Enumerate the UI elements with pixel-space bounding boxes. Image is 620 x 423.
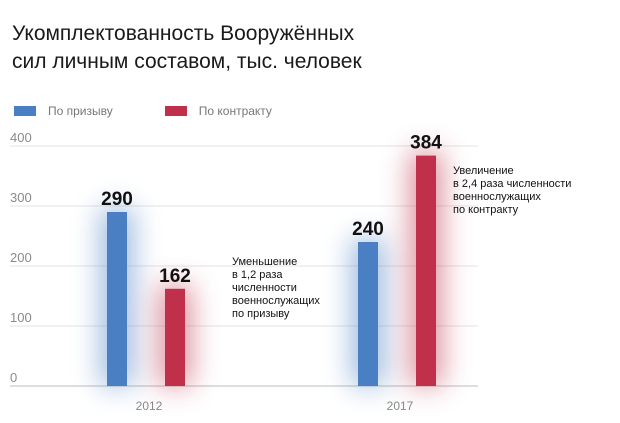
bar [107,212,127,386]
data-label: 290 [101,189,133,210]
note-increase: Увеличение в 2,4 раза численности военно… [453,165,571,217]
x-tick-label: 2017 [387,399,414,413]
y-tick-label: 0 [10,370,17,385]
y-tick-label: 100 [10,310,32,325]
note-increase-line: Увеличение [453,165,514,177]
note-decrease-line: военнослужащих [232,295,320,307]
data-label: 240 [352,219,384,240]
legend-label-conscript: По призыву [48,104,113,118]
data-label: 162 [159,266,191,287]
title-line-1: Укомплектованность Вооружённых [12,22,355,45]
x-tick-label: 2012 [136,399,163,413]
y-tick-label: 200 [10,250,32,265]
legend-item-contract: По контракту [164,104,272,118]
note-increase-line: в 2,4 раза численности [453,178,572,190]
note-decrease-line: по призыву [232,308,290,320]
note-decrease-line: в 1,2 раза [232,269,283,281]
legend-item-conscript: По призыву [14,104,113,118]
legend: По призыву По контракту [14,103,324,119]
note-increase-line: по контракту [453,204,519,216]
bar [165,288,185,386]
note-decrease: Уменьшение в 1,2 раза численности военно… [232,256,320,321]
note-decrease-line: Уменьшение [232,256,298,268]
data-label: 384 [410,133,442,154]
legend-swatch-conscript [14,106,36,116]
note-decrease-line: численности [232,282,297,294]
chart-title: Укомплектованность Вооружённых сил личны… [12,20,572,76]
bar [358,242,378,386]
note-increase-line: военнослужащих [453,191,541,203]
bar [416,155,436,386]
legend-swatch-contract [164,106,187,116]
legend-label-contract: По контракту [198,104,272,118]
title-line-2: сил личным составом, тыс. человек [12,50,362,73]
y-tick-label: 400 [10,130,32,145]
y-tick-label: 300 [10,190,32,205]
